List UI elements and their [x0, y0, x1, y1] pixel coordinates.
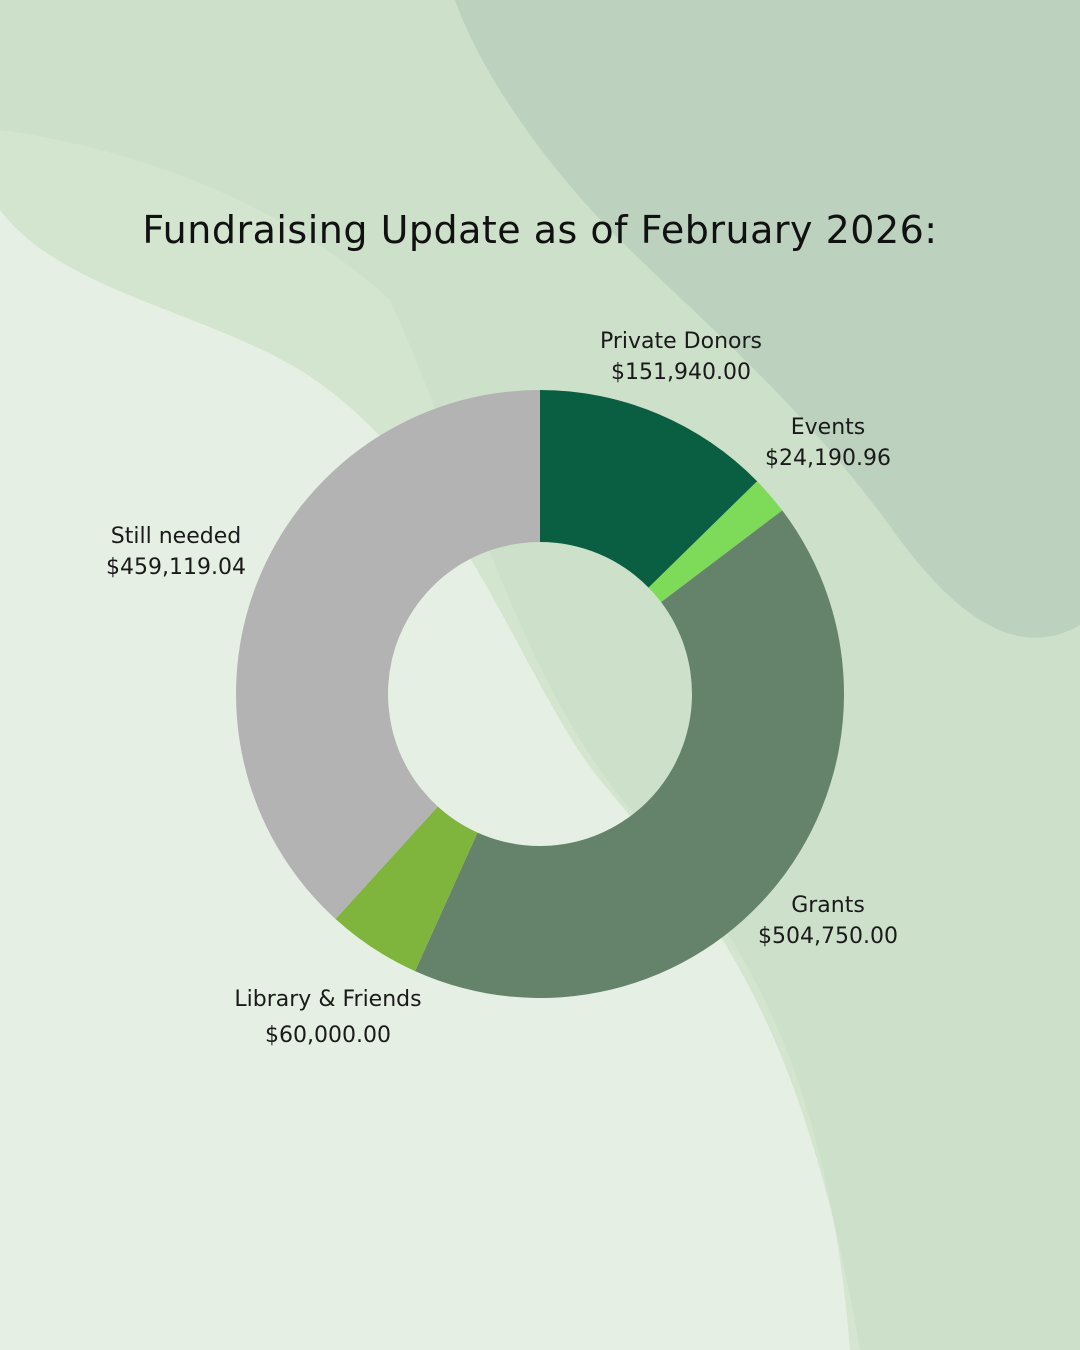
label-library-friends: Library & Friends $60,000.00 [234, 982, 421, 1054]
label-still-needed-name: Still needed [110, 524, 242, 549]
label-grants-value: $504,750.00 [758, 924, 898, 949]
label-private-donors: Private Donors $151,940.00 [600, 326, 762, 388]
slice-events [648, 481, 783, 603]
chart-title: Fundraising Update as of February 2026: [142, 208, 938, 252]
label-events-value: $24,190.96 [765, 446, 891, 471]
label-private-donors-name: Private Donors [599, 329, 763, 354]
label-still-needed: Still needed $459,119.04 [106, 521, 246, 583]
label-private-donors-value: $151,940.00 [611, 360, 751, 385]
label-events-name: Events [790, 415, 866, 440]
label-library-friends-value: $60,000.00 [265, 1023, 391, 1048]
slice-grants [415, 510, 844, 998]
label-library-friends-name: Library & Friends [234, 987, 422, 1012]
label-grants-name: Grants [791, 893, 865, 918]
slice-private-donors [540, 390, 758, 588]
label-grants: Grants $504,750.00 [758, 890, 898, 952]
slice-library-friends [335, 806, 478, 972]
label-still-needed-value: $459,119.04 [106, 555, 246, 580]
label-events: Events $24,190.96 [765, 412, 891, 474]
slice-still-needed [236, 390, 540, 919]
